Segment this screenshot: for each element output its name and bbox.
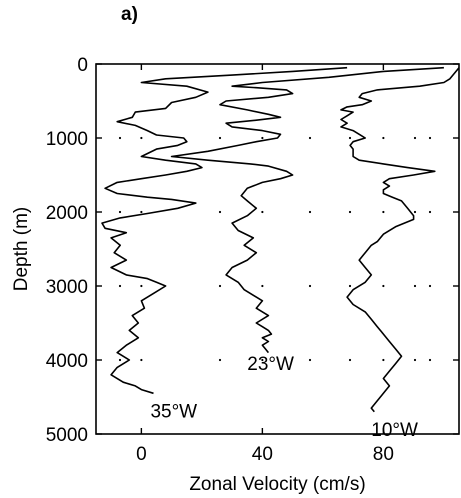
grid-point (413, 358, 417, 362)
y-axis-label: Depth (m) (11, 207, 32, 291)
grid-point (348, 358, 352, 362)
x-tick-label: 80 (373, 444, 394, 465)
grid-point (140, 284, 143, 288)
grid-point (218, 358, 222, 362)
y-tick-label: 5000 (46, 425, 88, 446)
grid-point (382, 136, 385, 140)
grid-point (428, 210, 432, 214)
y-tick-label: 3000 (46, 277, 88, 298)
grid-point (261, 136, 264, 140)
grid-point (413, 284, 417, 288)
panel-label: a) (121, 4, 138, 25)
series-annotation: 23°W (247, 354, 294, 375)
grid-point (308, 284, 312, 288)
grid-point (428, 358, 432, 362)
grid-point (428, 136, 432, 140)
grid-point (348, 284, 352, 288)
series-line-1 (101, 66, 348, 395)
grid-point (140, 136, 143, 140)
grid-point (382, 358, 385, 362)
grid-point (308, 358, 312, 362)
grid-point (308, 136, 312, 140)
grid-point (118, 136, 122, 140)
plot-frame (95, 63, 460, 435)
grid-point (218, 284, 222, 288)
grid-point (118, 210, 122, 214)
y-tick-label: 1000 (46, 129, 88, 150)
grid-point (308, 210, 312, 214)
annotation-layer: 35°W 23°W 10°W (150, 354, 418, 441)
grid-point (218, 210, 222, 214)
y-tick-label: 2000 (46, 203, 88, 224)
series-annotation: 10°W (371, 420, 418, 441)
y-tick-label: 4000 (46, 351, 88, 372)
x-axis-label: Zonal Velocity (cm/s) (189, 474, 365, 495)
grid-point (118, 358, 122, 362)
grid-point (382, 210, 385, 214)
grid-point (140, 210, 143, 214)
series-line-3 (340, 67, 460, 413)
grid-point (218, 136, 222, 140)
grid-point (428, 284, 432, 288)
grid-point (413, 136, 417, 140)
grid-point (348, 210, 352, 214)
grid-point (261, 210, 264, 214)
x-tick-label: 40 (252, 444, 273, 465)
x-tick-label: 0 (136, 444, 147, 465)
grid-point (140, 358, 143, 362)
series-layer (101, 66, 460, 413)
series-line-2 (170, 66, 444, 354)
grid-point (348, 136, 352, 140)
series-annotation: 35°W (150, 401, 197, 422)
ticks-layer: 0 40 80 0 1000 2000 3000 4000 5000 (46, 55, 459, 465)
y-tick-label: 0 (77, 55, 88, 76)
grid-point (118, 284, 122, 288)
grid-points (118, 136, 432, 362)
grid-point (382, 284, 385, 288)
grid-point (261, 358, 264, 362)
grid-point (261, 284, 264, 288)
grid-point (413, 210, 417, 214)
